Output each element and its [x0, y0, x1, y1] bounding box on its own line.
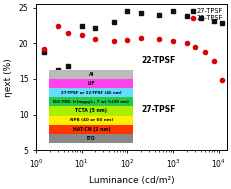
22-TPSF: [140, 36, 143, 39]
22-TPSF: [204, 51, 207, 53]
27-TPSF: [56, 69, 59, 72]
22-TPSF: [67, 32, 69, 34]
27-TPSF: [172, 10, 174, 12]
22-TPSF: [172, 40, 174, 42]
27-TPSF: [140, 12, 143, 15]
27-TPSF: [112, 21, 115, 23]
22-TPSF: [221, 79, 224, 81]
Text: 27-TPSF: 27-TPSF: [141, 105, 175, 114]
27-TPSF: [94, 26, 97, 29]
27-TPSF: [80, 25, 83, 27]
22-TPSF: [56, 24, 59, 27]
27-TPSF: [221, 22, 224, 25]
27-TPSF: [158, 14, 161, 16]
27-TPSF: [199, 17, 202, 19]
Line: 22-TPSF: 22-TPSF: [42, 23, 225, 82]
27-TPSF: [185, 15, 188, 17]
Line: 27-TPSF: 27-TPSF: [42, 9, 225, 73]
22-TPSF: [194, 46, 196, 48]
22-TPSF: [185, 42, 188, 44]
22-TPSF: [94, 38, 97, 40]
Text: 22-TPSF: 22-TPSF: [141, 56, 175, 65]
22-TPSF: [112, 40, 115, 42]
Legend: 27-TPSF, 22-TPSF: 27-TPSF, 22-TPSF: [191, 8, 224, 22]
27-TPSF: [67, 65, 69, 67]
27-TPSF: [126, 10, 129, 12]
27-TPSF: [43, 51, 46, 53]
27-TPSF: [213, 19, 216, 22]
22-TPSF: [213, 60, 216, 62]
Y-axis label: ηext (%): ηext (%): [4, 58, 13, 97]
22-TPSF: [80, 34, 83, 36]
22-TPSF: [126, 39, 129, 41]
22-TPSF: [158, 38, 161, 40]
22-TPSF: [43, 48, 46, 50]
X-axis label: Luminance (cd/m²): Luminance (cd/m²): [89, 176, 174, 185]
